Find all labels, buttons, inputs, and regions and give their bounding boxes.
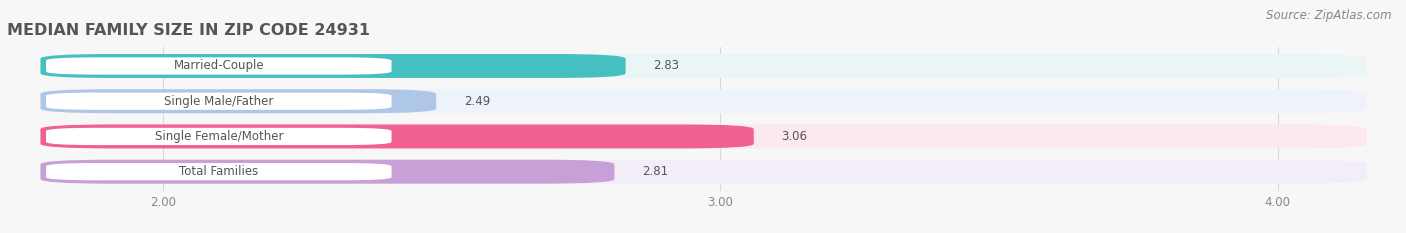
- FancyBboxPatch shape: [41, 89, 1367, 113]
- Text: Single Male/Father: Single Male/Father: [165, 95, 274, 108]
- FancyBboxPatch shape: [41, 89, 436, 113]
- FancyBboxPatch shape: [41, 124, 1367, 148]
- Text: 2.83: 2.83: [654, 59, 679, 72]
- FancyBboxPatch shape: [41, 54, 626, 78]
- FancyBboxPatch shape: [46, 57, 391, 75]
- Text: MEDIAN FAMILY SIZE IN ZIP CODE 24931: MEDIAN FAMILY SIZE IN ZIP CODE 24931: [7, 24, 370, 38]
- FancyBboxPatch shape: [46, 128, 391, 145]
- FancyBboxPatch shape: [46, 93, 391, 110]
- FancyBboxPatch shape: [41, 160, 614, 184]
- Text: Married-Couple: Married-Couple: [173, 59, 264, 72]
- Text: Single Female/Mother: Single Female/Mother: [155, 130, 283, 143]
- Text: Source: ZipAtlas.com: Source: ZipAtlas.com: [1267, 9, 1392, 22]
- FancyBboxPatch shape: [41, 124, 754, 148]
- Text: 2.81: 2.81: [643, 165, 668, 178]
- FancyBboxPatch shape: [41, 160, 1367, 184]
- FancyBboxPatch shape: [46, 163, 391, 180]
- Text: Total Families: Total Families: [179, 165, 259, 178]
- FancyBboxPatch shape: [41, 54, 1367, 78]
- Text: 2.49: 2.49: [464, 95, 491, 108]
- Text: 3.06: 3.06: [782, 130, 807, 143]
